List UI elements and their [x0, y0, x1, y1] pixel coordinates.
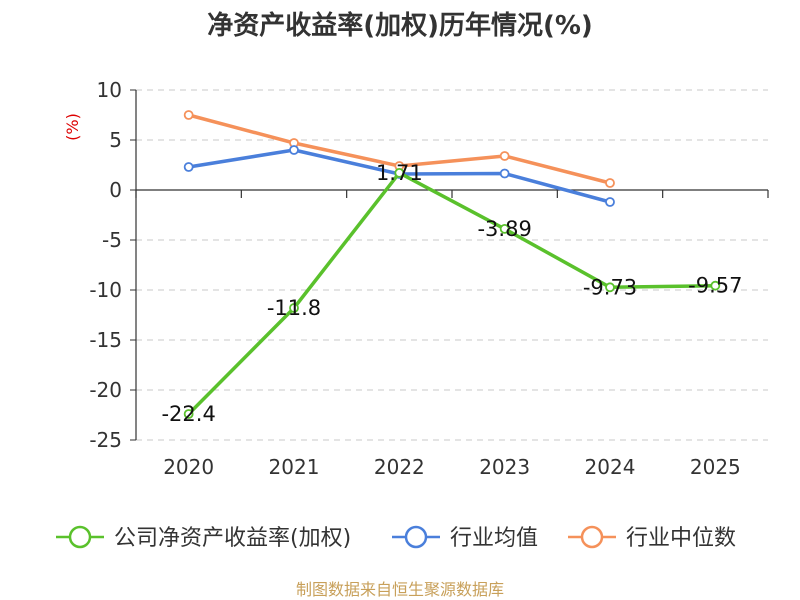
data-point: [605, 178, 615, 188]
data-point: [710, 280, 721, 291]
data-label: -3.89: [477, 217, 531, 241]
y-tick-label: 0: [109, 178, 122, 202]
data-point: [499, 223, 510, 234]
legend-item-2[interactable]: 行业中位数: [568, 525, 736, 551]
y-tick-label: 10: [97, 78, 122, 102]
data-point: [183, 409, 194, 419]
legend-label: 公司净资产收益率(加权): [114, 526, 351, 551]
y-tick-label: -10: [89, 278, 122, 302]
grid-lines: [136, 89, 768, 441]
y-tick-label: -5: [102, 228, 122, 252]
legend-label: 行业中位数: [626, 526, 736, 551]
data-label: -9.73: [583, 275, 637, 299]
legend-item-1[interactable]: 行业均值: [392, 525, 538, 551]
x-tick-label: 2025: [690, 455, 741, 479]
series-line-0: [187, 171, 716, 416]
x-tick-label: 2023: [479, 455, 530, 479]
data-point: [394, 167, 405, 178]
chart-title: 净资产收益率(加权)历年情况(%): [207, 10, 593, 41]
y-tick-label: -25: [89, 428, 122, 452]
data-point: [605, 282, 615, 293]
data-label: 1.71: [376, 161, 423, 185]
legend[interactable]: 公司净资产收益率(加权) 行业均值 行业中位数: [56, 525, 736, 551]
series-lines: [183, 110, 721, 419]
x-tick-label: 2020: [163, 455, 214, 479]
data-point: [499, 168, 510, 179]
data-point: [289, 303, 299, 313]
data-point: [183, 110, 194, 120]
data-label: -22.4: [161, 402, 215, 426]
data-point: [499, 151, 510, 161]
x-tick-label: 2022: [374, 455, 425, 479]
legend-marker: [404, 525, 428, 549]
y-tick-label: 5: [109, 128, 122, 152]
axes: 10 5 0 -5 -10 -15 -20 -25 2020 2021 2022 2023 2024 20…: [89, 78, 769, 479]
x-tick-label: 2021: [269, 455, 320, 479]
y-tick-label: -20: [89, 378, 122, 402]
data-label: -9.57: [688, 274, 742, 298]
legend-item-0[interactable]: 公司净资产收益率(加权): [56, 525, 351, 551]
y-axis-label: (%): [63, 113, 82, 141]
data-label: -11.8: [267, 296, 321, 320]
data-point: [605, 197, 615, 207]
legend-marker: [580, 525, 604, 549]
data-labels: -22.4 -11.8 1.71 -3.89 -9.73 -9.57: [161, 161, 742, 426]
data-point: [289, 145, 299, 155]
y-tick-label: -15: [89, 328, 122, 352]
legend-label: 行业均值: [450, 526, 538, 551]
x-tick-label: 2024: [585, 455, 636, 479]
legend-marker: [68, 525, 92, 549]
data-point: [183, 162, 194, 172]
source-note: 制图数据来自恒生聚源数据库: [296, 580, 504, 599]
